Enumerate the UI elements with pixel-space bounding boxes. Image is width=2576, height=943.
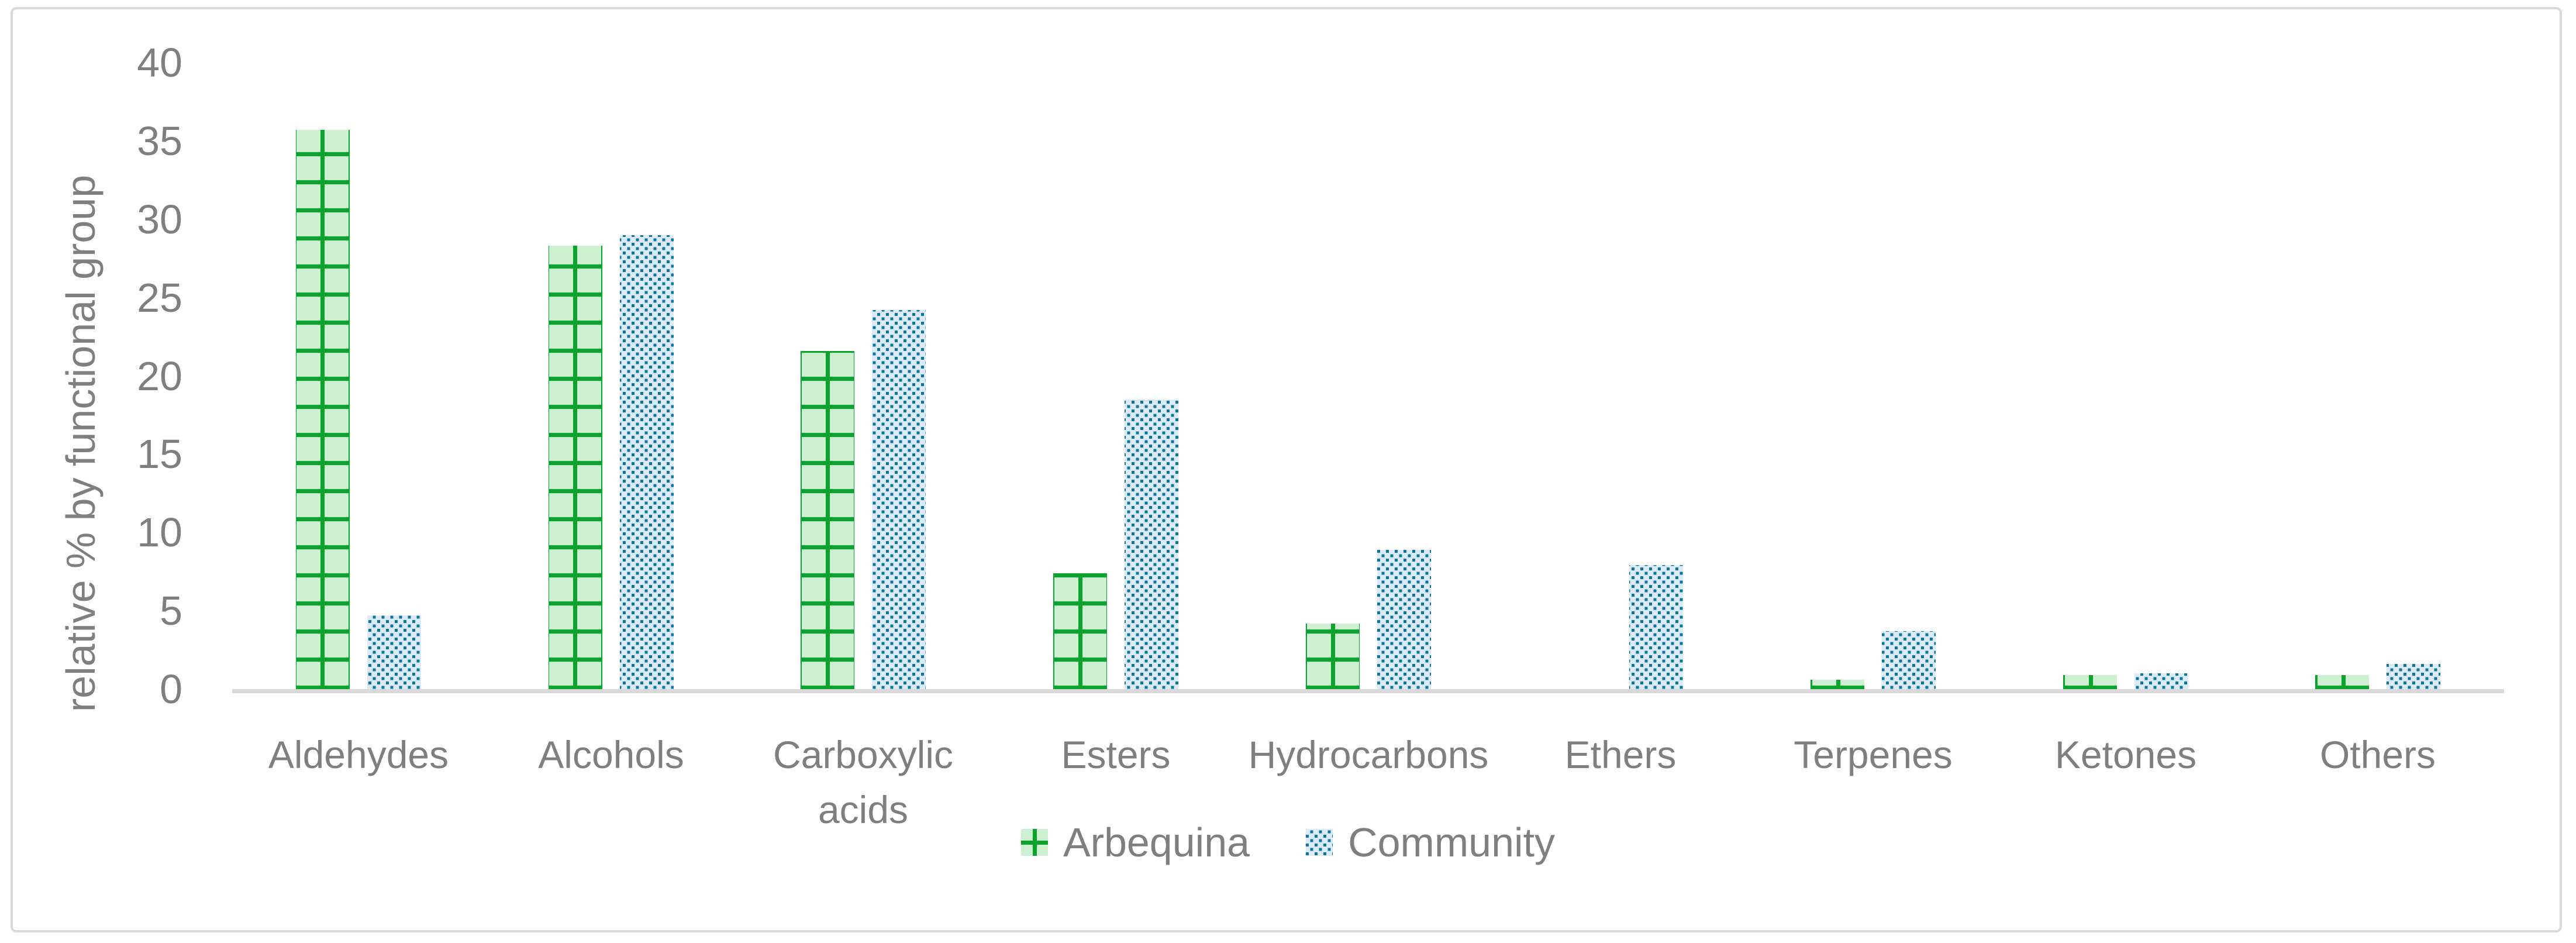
- bar-community-alcohols: [620, 235, 674, 689]
- y-tick-label-35: 35: [137, 118, 182, 164]
- legend-swatch-arbequina-pattern-icon: [1020, 829, 1048, 856]
- bar-arbequina-alcohols: [549, 246, 602, 689]
- x-category-label-ketones: Ketones: [2054, 733, 2197, 776]
- bar-arbequina-ketones: [2063, 675, 2117, 689]
- bar-arbequina-aldehydes: [296, 130, 350, 689]
- x-category-label-alcohols: Alcohols: [538, 733, 684, 776]
- x-axis-line: [232, 689, 2504, 693]
- bar-community-hydrocarbons: [1377, 550, 1431, 689]
- y-tick-label-0: 0: [160, 666, 182, 712]
- x-category-label-others: Others: [2319, 733, 2436, 776]
- y-tick-label-5: 5: [160, 588, 182, 634]
- bar-arbequina-carboxylic-acids: [801, 351, 854, 689]
- y-tick-label-15: 15: [137, 431, 182, 477]
- x-category-label-esters: Esters: [1061, 733, 1171, 776]
- legend-label-arbequina: Arbequina: [1063, 820, 1250, 865]
- bar-community-ethers: [1629, 565, 1683, 689]
- bar-community-aldehydes: [367, 615, 421, 689]
- y-tick-label-10: 10: [137, 510, 182, 556]
- x-category-label-ethers: Ethers: [1564, 733, 1677, 776]
- bar-arbequina-hydrocarbons: [1306, 624, 1360, 689]
- bar-arbequina-terpenes: [1811, 680, 1864, 689]
- chart-border: [11, 7, 2562, 932]
- bar-community-ketones: [2134, 673, 2188, 689]
- x-category-label-carboxylic-acids: Carboxylic acids: [773, 733, 954, 831]
- bar-community-carboxylic-acids: [872, 310, 926, 689]
- y-tick-label-25: 25: [137, 274, 182, 321]
- legend-item-community: Community: [1306, 819, 1555, 866]
- bar-community-others: [2387, 664, 2440, 689]
- legend: Arbequina Community: [0, 819, 2576, 866]
- x-category-label-hydrocarbons: Hydrocarbons: [1248, 733, 1489, 776]
- legend-swatch-community-pattern-icon: [1306, 829, 1333, 856]
- bar-community-esters: [1125, 400, 1178, 689]
- bar-arbequina-others: [2315, 675, 2369, 689]
- bar-arbequina-esters: [1053, 573, 1107, 689]
- legend-label-community: Community: [1348, 820, 1556, 865]
- y-tick-label-30: 30: [137, 196, 182, 242]
- bar-community-terpenes: [1882, 631, 1936, 689]
- y-tick-label-20: 20: [137, 353, 182, 399]
- legend-item-arbequina: Arbequina: [1020, 819, 1250, 866]
- x-category-label-aldehydes: Aldehydes: [268, 733, 449, 776]
- y-tick-label-40: 40: [137, 40, 182, 85]
- x-category-label-terpenes: Terpenes: [1794, 733, 1953, 776]
